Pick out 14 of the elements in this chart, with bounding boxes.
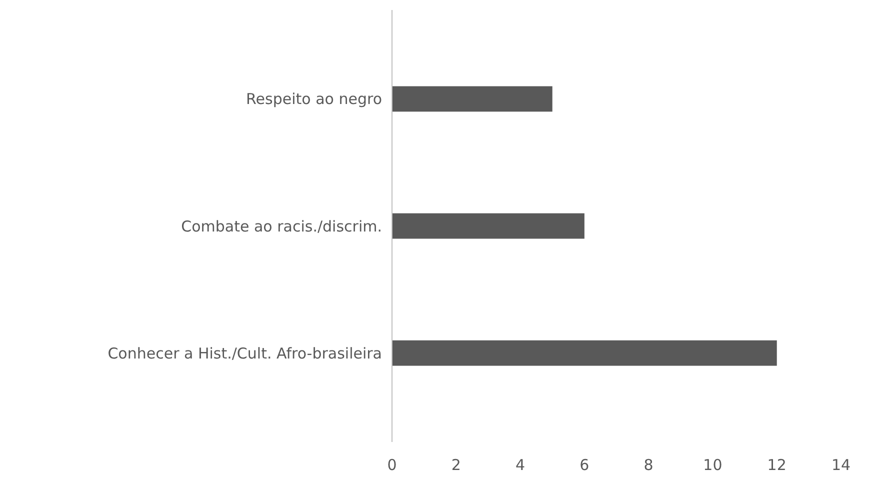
x-tick-label: 8 xyxy=(644,456,654,474)
x-tick-label: 4 xyxy=(516,456,526,474)
x-tick-label: 12 xyxy=(767,456,786,474)
x-tick-label: 6 xyxy=(580,456,590,474)
x-tick-label: 0 xyxy=(387,456,397,474)
y-tick-label: Conhecer a Hist./Cult. Afro-brasileira xyxy=(108,344,382,362)
x-tick-label: 10 xyxy=(703,456,722,474)
x-tick-label: 14 xyxy=(831,456,851,474)
bar xyxy=(392,340,777,366)
y-tick-label: Combate ao racis./discrim. xyxy=(181,217,382,236)
bar xyxy=(392,213,584,239)
y-tick-label: Respeito ao negro xyxy=(246,90,382,108)
x-tick-label: 2 xyxy=(451,456,461,474)
bar xyxy=(392,86,552,112)
